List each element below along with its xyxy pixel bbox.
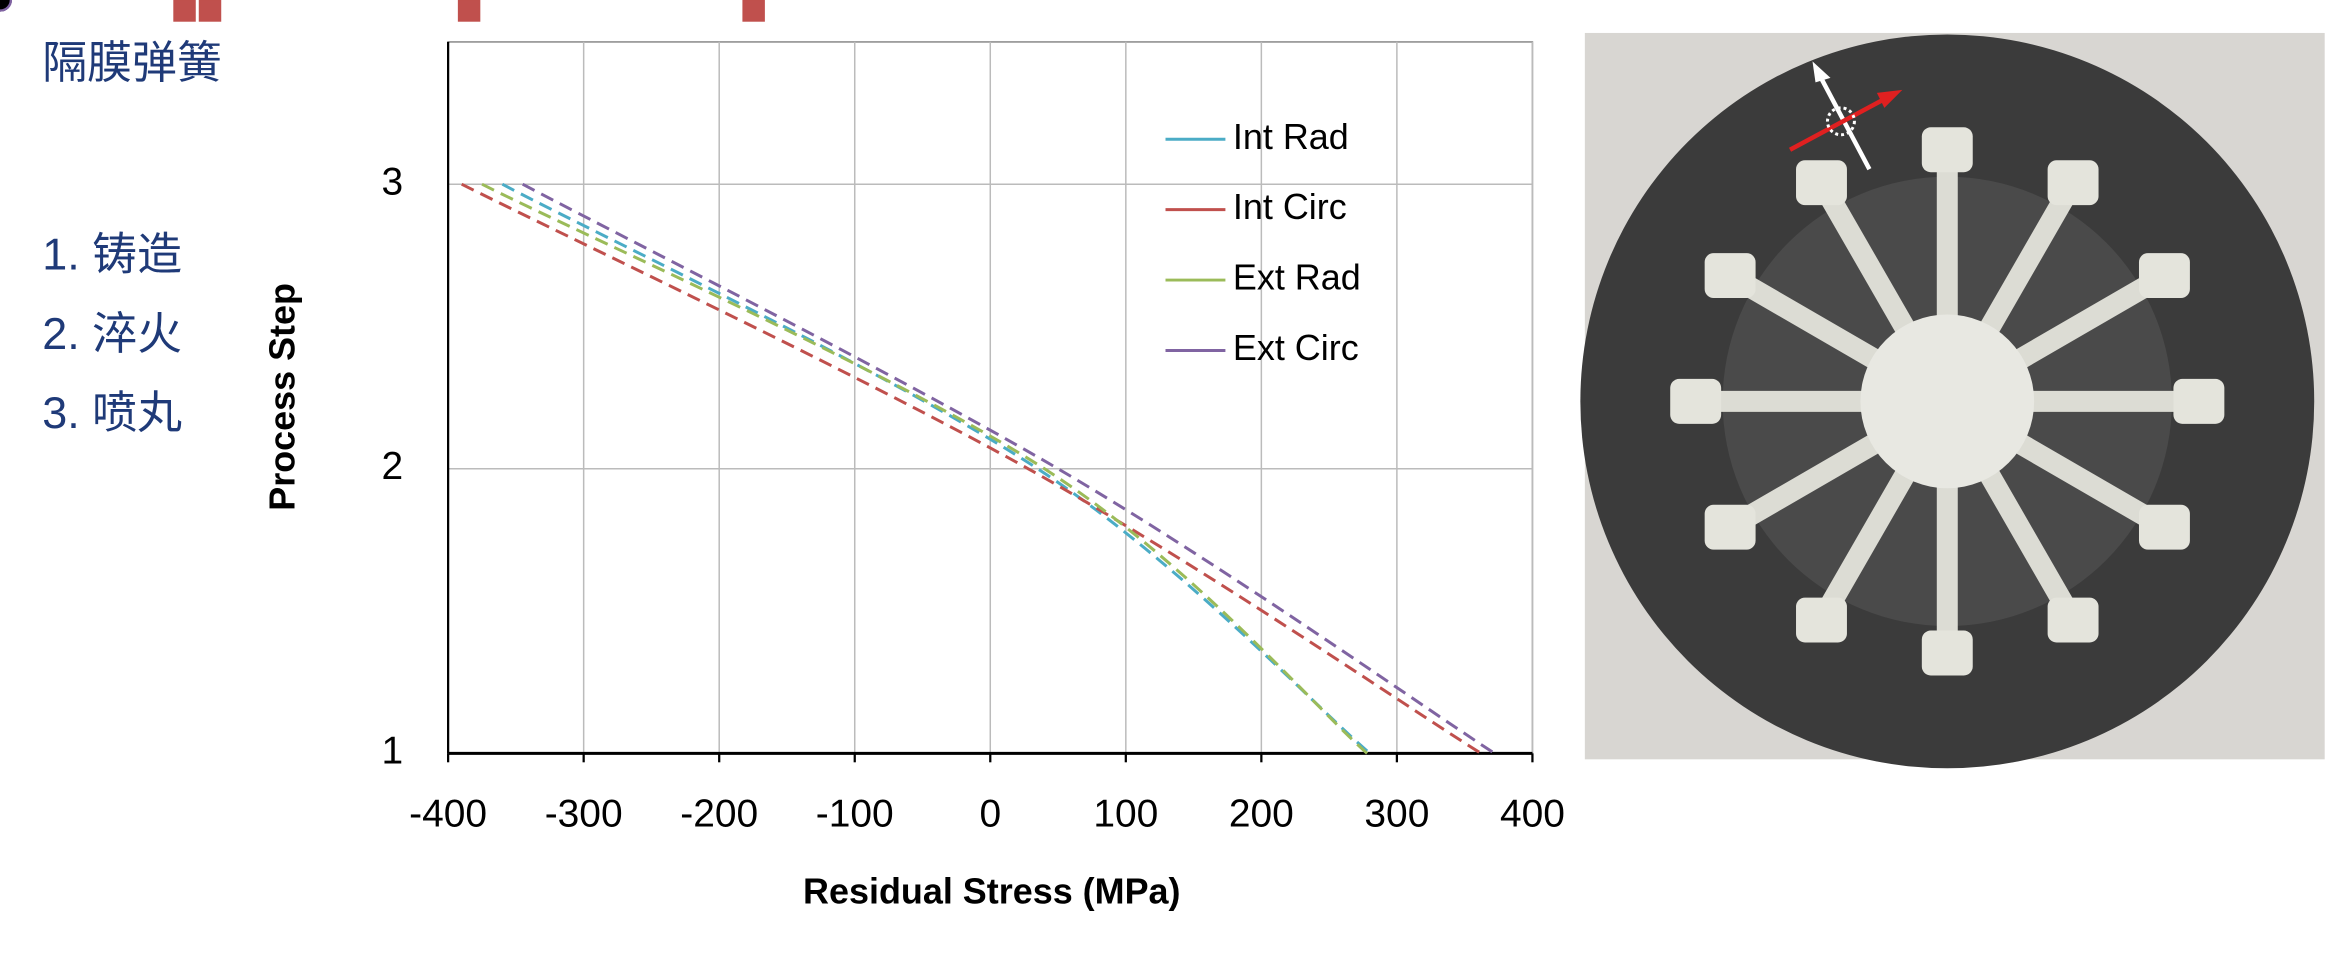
y-tick-label: 3 <box>382 160 404 203</box>
x-tick-label: -100 <box>816 793 894 836</box>
step-item: 2. 淬火 <box>42 308 182 359</box>
series-line <box>521 182 1496 755</box>
legend-label: Int Circ <box>1233 186 1347 227</box>
x-tick-label: 100 <box>1093 793 1158 836</box>
y-axis-title: Process Step <box>261 283 302 511</box>
y-tick-label: 2 <box>382 445 404 488</box>
x-tick-label: 200 <box>1229 793 1294 836</box>
slide-title: 隔膜弹簧 <box>42 37 222 88</box>
legend-label: Ext Circ <box>1233 327 1359 368</box>
series-line <box>481 182 1369 755</box>
x-tick-label: 0 <box>979 793 1001 836</box>
legend-label: Ext Rad <box>1233 257 1361 298</box>
series-line <box>461 182 1482 755</box>
x-tick-label: 400 <box>1500 793 1565 836</box>
step-item: 3. 喷丸 <box>42 387 182 438</box>
x-tick-label: -400 <box>409 793 487 836</box>
legend-label: Int Rad <box>1233 116 1349 157</box>
legend-marker <box>0 0 12 12</box>
step-item: 1. 铸造 <box>42 228 182 279</box>
marker <box>173 0 196 22</box>
legend-marker <box>198 0 222 22</box>
marker <box>457 0 481 22</box>
x-tick-label: -200 <box>680 793 758 836</box>
photo <box>1580 32 2325 769</box>
y-tick-label: 1 <box>382 730 404 773</box>
x-tick-label: 300 <box>1364 793 1429 836</box>
marker <box>742 0 765 22</box>
x-tick-label: -300 <box>545 793 623 836</box>
x-axis-title: Residual Stress (MPa) <box>803 871 1180 912</box>
